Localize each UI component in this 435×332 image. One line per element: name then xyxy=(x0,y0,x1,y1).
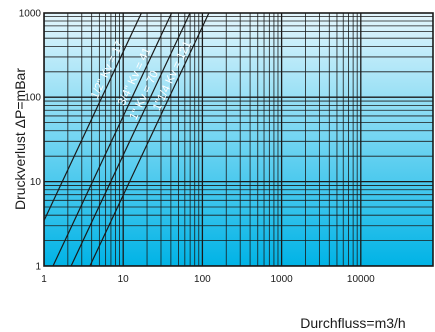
series-line-4 xyxy=(89,13,210,266)
y-tick-label: 1 xyxy=(35,262,41,273)
series-line-3 xyxy=(70,13,191,266)
plot-frame xyxy=(43,12,434,267)
x-tick-label: 1 xyxy=(41,274,47,285)
tick-labels: 1 10 100 1000 10000 1 10 100 1000 xyxy=(19,8,375,285)
x-axis-title: Durchfluss=m3/h xyxy=(300,315,405,331)
x-tick-label: 100 xyxy=(194,274,211,285)
grid-lines xyxy=(44,13,433,266)
x-tick-label: 10 xyxy=(118,274,130,285)
series-lines xyxy=(44,13,210,266)
x-tick-label: 1000 xyxy=(270,274,293,285)
series-line-1 xyxy=(44,13,143,223)
y-axis-title: Druckverlust ΔP=mBar xyxy=(12,68,28,210)
x-tick-label: 10000 xyxy=(347,274,375,285)
y-tick-label: 1000 xyxy=(19,8,42,19)
plot-area-background xyxy=(44,13,433,266)
y-tick-label: 100 xyxy=(24,93,41,104)
series-line-2 xyxy=(52,13,173,266)
y-tick-label: 10 xyxy=(30,177,42,188)
